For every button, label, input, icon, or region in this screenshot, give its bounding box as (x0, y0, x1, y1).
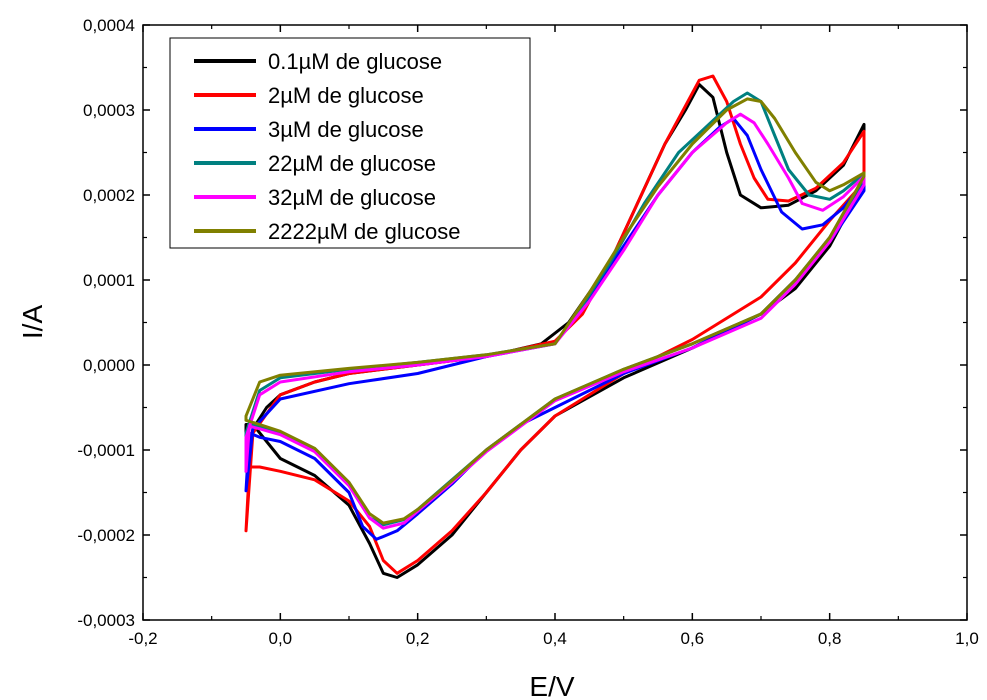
legend-label: 0.1µM de glucose (268, 49, 442, 74)
y-tick-label: 0,0003 (83, 101, 135, 120)
legend: 0.1µM de glucose 2µM de glucose 3µM de glu… (169, 37, 531, 249)
y-tick-label: -0,0003 (77, 611, 135, 630)
y-tick-label: 0,0002 (83, 186, 135, 205)
data-series (244, 74, 866, 579)
x-tick-label: 0,8 (818, 629, 842, 648)
y-tick-label: 0,0001 (83, 271, 135, 290)
y-tick-label: 0,0000 (83, 356, 135, 375)
y-tick-label: 0,0004 (83, 16, 135, 35)
legend-label: 32µM de glucose (268, 185, 436, 210)
x-tick-label: -0,2 (128, 629, 157, 648)
legend-label: 22µM de glucose (268, 151, 436, 176)
legend-label: 3µM de glucose (268, 117, 424, 142)
x-tick-label: 0,2 (406, 629, 430, 648)
y-axis-title: I/A (17, 305, 48, 340)
x-tick-labels: -0,2 0,0 0,2 0,4 0,6 0,8 1,0 (128, 629, 978, 648)
legend-box (169, 37, 531, 249)
x-tick-label: 0,0 (269, 629, 293, 648)
x-axis-title: E/V (529, 671, 574, 700)
x-tick-label: 0,6 (681, 629, 705, 648)
y-tick-labels: -0,0003 -0,0002 -0,0001 0,0000 0,0001 0,0002 0… (77, 16, 135, 630)
series-curve (244, 97, 866, 525)
y-tick-label: -0,0002 (77, 526, 135, 545)
axis-ticks (142, 24, 968, 621)
legend-label: 2µM de glucose (268, 83, 424, 108)
legend-label: 2222µM de glucose (268, 219, 460, 244)
x-tick-label: 1,0 (955, 629, 979, 648)
x-tick-label: 0,4 (543, 629, 567, 648)
y-tick-label: -0,0001 (77, 441, 135, 460)
